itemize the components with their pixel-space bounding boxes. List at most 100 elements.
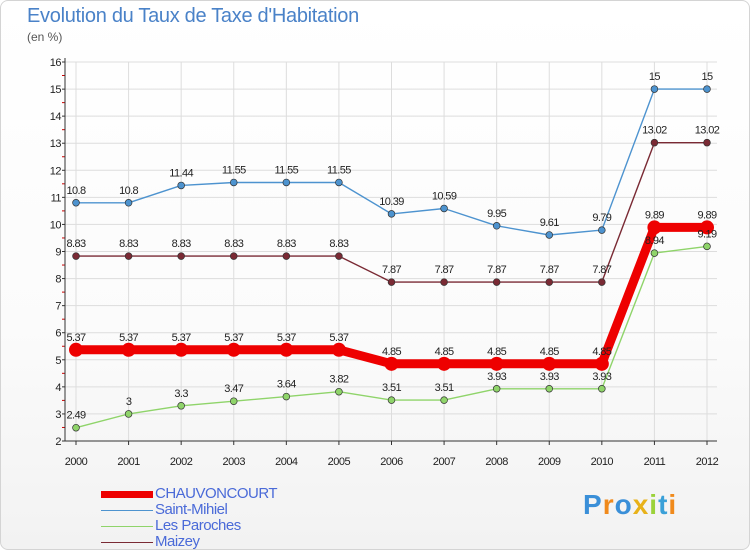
data-label-les-paroches: 3.3 <box>174 388 188 400</box>
point-maizey <box>387 278 396 286</box>
x-tick-label: 2012 <box>696 456 719 468</box>
data-label-maizey: 7.87 <box>382 264 401 276</box>
point-chauvoncourt <box>121 342 136 357</box>
y-tick-label: 6 <box>55 328 61 340</box>
point-les-paroches <box>282 392 291 401</box>
series-lines <box>69 85 714 432</box>
legend-swatch-chauvoncourt <box>101 491 153 498</box>
data-label-chauvoncourt: 5.37 <box>172 332 191 344</box>
y-tick-label: 4 <box>55 382 61 394</box>
axes: 2 3 4 5 6 7 8 9 10 11 12 13 14 15 16 2000 2001 2002 2003 20… <box>50 57 719 468</box>
data-label-maizey: 8.83 <box>224 238 243 250</box>
data-label-maizey: 7.87 <box>487 264 506 276</box>
data-label-saint-mihiel: 9.95 <box>487 208 506 220</box>
point-les-paroches <box>124 410 133 418</box>
unit-label: (en %) <box>27 30 63 44</box>
point-saint-mihiel <box>387 210 396 218</box>
data-label-maizey: 13.02 <box>642 125 667 137</box>
x-tick-label: 2005 <box>328 456 351 468</box>
data-label-les-paroches: 9.19 <box>697 228 716 240</box>
point-saint-mihiel <box>703 85 711 93</box>
data-label-chauvoncourt: 5.37 <box>119 332 138 344</box>
x-tick-label: 2008 <box>485 456 508 468</box>
point-les-paroches <box>650 249 659 257</box>
data-label-maizey: 8.83 <box>277 238 296 250</box>
y-tick-label: 11 <box>51 192 62 204</box>
point-maizey <box>440 278 448 286</box>
point-chauvoncourt <box>384 356 399 371</box>
data-label-saint-mihiel: 10.8 <box>66 185 85 197</box>
point-maizey <box>230 252 238 260</box>
point-chauvoncourt <box>647 220 662 235</box>
data-label-saint-mihiel: 10.39 <box>379 196 404 208</box>
y-tick-label: 3 <box>55 409 61 421</box>
data-label-les-paroches: 3.47 <box>224 383 243 395</box>
data-label-saint-mihiel: 11.55 <box>274 164 298 176</box>
x-tick-label: 2010 <box>591 456 614 468</box>
point-chauvoncourt <box>331 342 346 357</box>
data-label-chauvoncourt: 5.37 <box>66 332 85 344</box>
data-label-chauvoncourt: 5.37 <box>277 332 296 344</box>
data-label-les-paroches: 3.82 <box>329 374 348 386</box>
data-label-saint-mihiel: 15 <box>701 71 713 83</box>
data-label-maizey: 8.83 <box>329 238 348 250</box>
y-tick-label: 12 <box>50 165 62 177</box>
legend-swatch-maizey <box>101 542 153 543</box>
y-tick-label: 9 <box>55 247 61 259</box>
x-tick-label: 2006 <box>380 456 403 468</box>
point-saint-mihiel <box>545 231 553 239</box>
point-chauvoncourt <box>542 356 557 371</box>
point-maizey <box>703 138 711 147</box>
point-maizey <box>650 138 659 147</box>
point-chauvoncourt <box>174 342 189 357</box>
point-chauvoncourt <box>226 342 241 357</box>
data-label-les-paroches: 3.51 <box>382 382 401 394</box>
data-label-maizey: 13.02 <box>695 125 720 137</box>
x-tick-label: 2000 <box>65 456 88 468</box>
data-label-saint-mihiel: 10.8 <box>119 185 138 197</box>
y-tick-label: 15 <box>50 84 62 96</box>
point-maizey <box>177 252 185 260</box>
data-label-les-paroches: 3.93 <box>592 371 611 383</box>
point-maizey <box>335 252 343 260</box>
data-label-maizey: 8.83 <box>119 238 138 250</box>
x-tick-label: 2011 <box>644 456 666 468</box>
data-label-les-paroches: 3.51 <box>435 382 454 394</box>
data-label-chauvoncourt: 4.85 <box>487 346 506 358</box>
y-tick-label: 10 <box>50 219 62 231</box>
x-tick-label: 2007 <box>433 456 456 468</box>
point-saint-mihiel <box>598 226 606 234</box>
point-chauvoncourt <box>69 342 83 357</box>
point-saint-mihiel <box>72 199 80 207</box>
point-les-paroches <box>492 385 501 393</box>
y-tick-label: 16 <box>50 57 62 69</box>
point-les-paroches <box>230 397 238 405</box>
point-les-paroches <box>72 423 80 432</box>
point-saint-mihiel <box>177 181 185 190</box>
data-label-les-paroches: 2.49 <box>66 410 85 422</box>
x-tick-label: 2002 <box>170 456 193 468</box>
data-label-saint-mihiel: 15 <box>649 71 661 83</box>
point-les-paroches <box>440 396 448 404</box>
x-tick-label: 2009 <box>538 456 561 468</box>
point-chauvoncourt <box>279 342 294 357</box>
data-label-chauvoncourt: 4.85 <box>435 346 454 358</box>
point-les-paroches <box>177 402 185 410</box>
point-chauvoncourt <box>489 356 504 371</box>
legend-label-saint-mihiel: Saint-Mihiel <box>155 501 228 518</box>
legend-label-les-paroches: Les Paroches <box>155 517 241 534</box>
point-maizey <box>124 252 133 260</box>
chart-title: Evolution du Taux de Taxe d'Habitation <box>27 5 359 27</box>
point-les-paroches <box>387 396 396 404</box>
point-maizey <box>598 278 606 286</box>
point-les-paroches <box>335 387 343 396</box>
data-label-maizey: 7.87 <box>592 264 611 276</box>
y-tick-label: 2 <box>55 436 61 448</box>
data-label-les-paroches: 3.93 <box>540 371 559 383</box>
data-label-saint-mihiel: 10.59 <box>432 190 457 202</box>
legend-label-maizey: Maizey <box>155 533 200 550</box>
point-saint-mihiel <box>230 178 238 187</box>
point-saint-mihiel <box>335 178 343 187</box>
data-label-chauvoncourt: 4.85 <box>540 346 559 358</box>
